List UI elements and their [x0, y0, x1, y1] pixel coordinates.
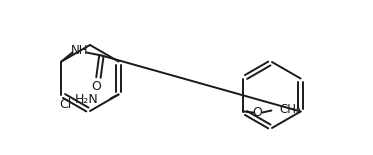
- Text: H₂N: H₂N: [75, 93, 98, 106]
- Text: CH₃: CH₃: [279, 103, 301, 116]
- Text: NH: NH: [70, 44, 88, 57]
- Text: O: O: [91, 80, 101, 93]
- Text: Cl: Cl: [59, 98, 72, 111]
- Text: O: O: [253, 106, 262, 119]
